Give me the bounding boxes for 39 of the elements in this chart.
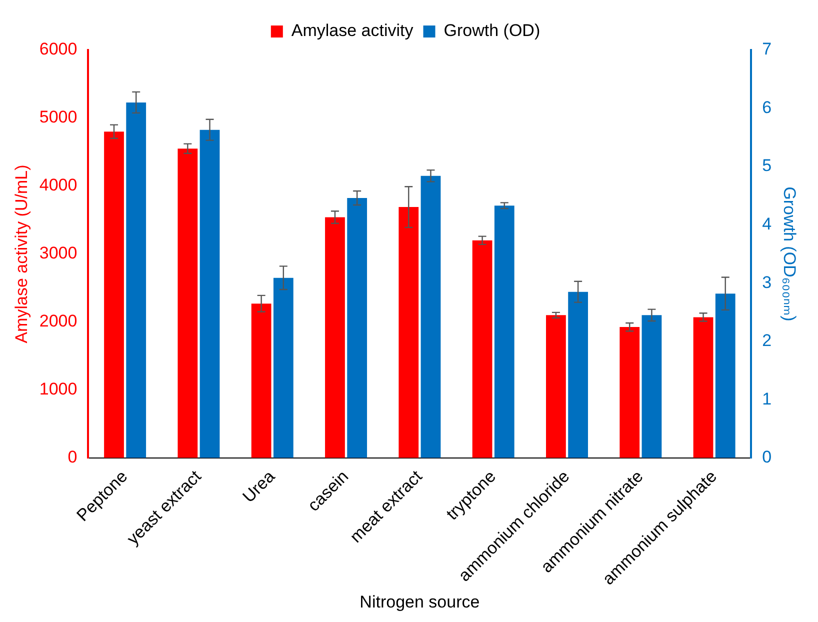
y-tick-label: 4000 xyxy=(39,176,78,195)
y-tick-label: 5000 xyxy=(39,108,78,127)
bar xyxy=(273,278,294,458)
y-axis-title: Amylase activity (U/mL) xyxy=(12,164,31,344)
bar xyxy=(693,317,714,458)
legend-label: Amylase activity xyxy=(291,21,414,40)
bar xyxy=(546,315,566,458)
y2-tick-label: 0 xyxy=(762,448,772,467)
y-tick-label: 2000 xyxy=(39,312,78,331)
y2-tick-label: 3 xyxy=(762,272,772,292)
y2-tick-label: 5 xyxy=(762,156,772,176)
y2-tick-label: 4 xyxy=(762,214,772,234)
bar xyxy=(347,198,368,458)
bar xyxy=(472,240,492,458)
x-axis-title: Nitrogen source xyxy=(360,592,480,612)
bar xyxy=(398,207,419,458)
y2-tick-label: 2 xyxy=(762,331,772,350)
bar xyxy=(126,102,146,458)
bar xyxy=(251,304,272,458)
bar xyxy=(178,148,198,458)
bar xyxy=(325,217,345,458)
y-tick-label: 3000 xyxy=(39,244,78,263)
y2-tick-label: 7 xyxy=(762,40,772,59)
y2-tick-label: 6 xyxy=(762,98,772,117)
y-tick-label: 6000 xyxy=(39,40,78,59)
y-tick-label: 1000 xyxy=(39,380,78,399)
y-tick-label: 0 xyxy=(68,448,78,467)
bar xyxy=(420,176,441,458)
bar xyxy=(494,206,514,458)
legend-label: Growth (OD) xyxy=(444,21,540,40)
bar xyxy=(715,294,736,458)
bar xyxy=(200,130,220,458)
bar xyxy=(642,315,662,458)
bar xyxy=(568,292,588,458)
bar xyxy=(620,327,640,458)
y2-axis-title: Growth (OD₆₀₀ₙₘ) xyxy=(780,186,800,322)
bar xyxy=(104,132,124,458)
x-tick-label: Urea xyxy=(239,466,279,506)
y2-tick-label: 1 xyxy=(762,389,772,408)
